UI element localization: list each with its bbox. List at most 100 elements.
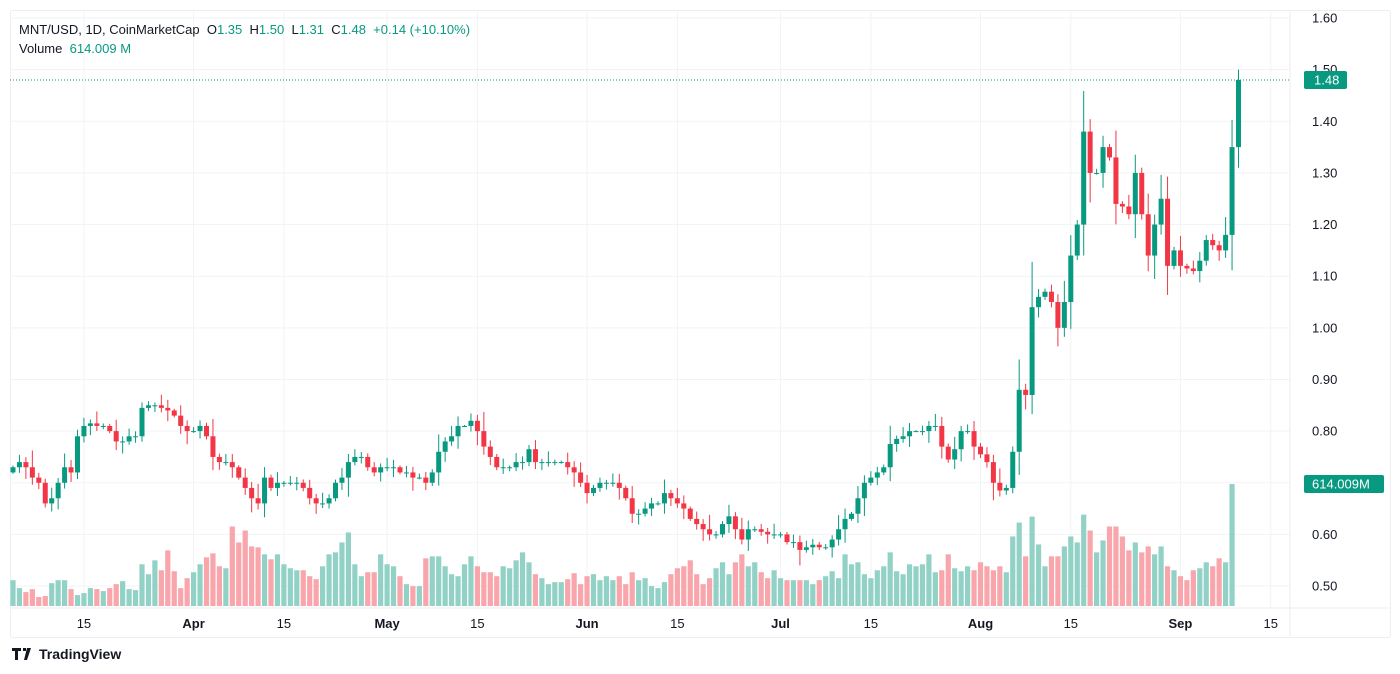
candle-down: [307, 487, 313, 499]
candle-up: [16, 462, 22, 468]
candle-down: [481, 431, 487, 447]
volume-bar: [681, 566, 687, 606]
grid: [10, 10, 1390, 636]
candle-up: [513, 462, 519, 468]
volume-bar: [861, 574, 867, 606]
candle-down: [1216, 245, 1222, 251]
volume-bar: [436, 556, 442, 606]
candle-up: [713, 534, 719, 536]
volume-bar: [868, 578, 874, 606]
candle-up: [320, 503, 326, 505]
candle-up: [500, 467, 506, 469]
time-tick-label: 15: [1064, 616, 1078, 631]
candle-up: [416, 477, 422, 479]
volume-bar: [539, 578, 545, 606]
candle-up: [100, 425, 106, 427]
volume-label[interactable]: Volume: [19, 41, 63, 56]
candle-down: [236, 467, 242, 478]
candle-down: [474, 420, 480, 432]
close-value: 1.48: [340, 22, 366, 37]
volume-bar: [423, 558, 429, 606]
volume-bar: [320, 566, 326, 606]
candle-up: [1236, 79, 1241, 148]
volume-bar: [661, 582, 668, 606]
tradingview-logo-icon: [12, 648, 31, 660]
candle-up: [1036, 296, 1042, 308]
candle-down: [571, 467, 577, 473]
candle-down: [797, 542, 803, 550]
volume-bar: [474, 566, 480, 606]
volume-bar: [1055, 556, 1061, 606]
volume-bar: [500, 566, 506, 606]
volume-bar: [236, 542, 242, 606]
candle-up: [881, 467, 887, 473]
open-value: 1.35: [216, 22, 243, 37]
candle-up: [139, 407, 145, 437]
volume-bar: [81, 593, 87, 606]
low-value: 1.31: [298, 22, 324, 37]
candle-down: [732, 516, 738, 530]
candle-up: [120, 441, 126, 443]
candle-up: [1132, 172, 1138, 215]
candle-up: [126, 436, 132, 442]
volume-bar: [449, 574, 455, 606]
volume-bar: [1184, 580, 1190, 606]
volume-bar: [74, 595, 81, 606]
candle-up: [745, 529, 751, 540]
candle-up: [429, 472, 435, 483]
candle-down: [210, 436, 216, 457]
candle-up: [62, 467, 68, 483]
candle-down: [1177, 250, 1183, 266]
symbol-title[interactable]: MNT/USD, 1D, CoinMarketCap: [19, 22, 200, 37]
candle-down: [94, 423, 100, 426]
volume-bar: [906, 564, 913, 606]
candle-down: [668, 493, 674, 499]
candle-up: [352, 456, 358, 463]
candle-up: [1003, 487, 1009, 491]
candle-down: [229, 462, 235, 468]
volume-bar: [1029, 516, 1035, 606]
candle-up: [339, 477, 345, 483]
tradingview-logo[interactable]: TradingView: [12, 646, 121, 662]
volume-bar: [455, 576, 461, 606]
candle-up: [1010, 451, 1016, 488]
volume-bar: [94, 589, 100, 606]
volume-badge-text: 614.009M: [1312, 477, 1370, 492]
volume-bar: [590, 574, 597, 606]
volume-bar: [294, 570, 300, 606]
candle-up: [790, 542, 796, 544]
volume-bar: [345, 532, 351, 606]
candle-up: [1074, 224, 1080, 256]
time-tick-label: Jul: [771, 616, 790, 631]
volume-bar: [410, 586, 416, 606]
candle-down: [300, 482, 306, 488]
volume-bar: [307, 576, 313, 606]
candle-up: [603, 482, 609, 484]
volume-bar: [184, 578, 190, 606]
volume-bar: [1100, 540, 1106, 606]
candle-up: [642, 508, 648, 514]
volume-bar: [210, 553, 216, 606]
candle-up: [539, 462, 545, 464]
candle-up: [145, 405, 151, 408]
volume-bar: [532, 574, 539, 606]
volume-bar: [945, 554, 951, 606]
candle-down: [1139, 172, 1145, 215]
volume-bar: [487, 572, 493, 606]
candle-down: [158, 405, 164, 408]
high-label: H: [249, 22, 259, 37]
volume-bar: [874, 570, 880, 606]
volume-bar: [1203, 562, 1209, 606]
volume-bar: [784, 580, 790, 606]
candle-up: [829, 539, 835, 548]
candle-up: [152, 405, 158, 407]
candle-down: [397, 467, 403, 473]
price-tick-label: 0.80: [1312, 424, 1337, 439]
candle-up: [1223, 234, 1229, 251]
volume-badge: [1304, 475, 1384, 493]
volume-bar: [120, 581, 126, 606]
candle-down: [23, 462, 29, 468]
volume-bar: [1068, 536, 1074, 606]
volume-bar: [29, 589, 35, 606]
